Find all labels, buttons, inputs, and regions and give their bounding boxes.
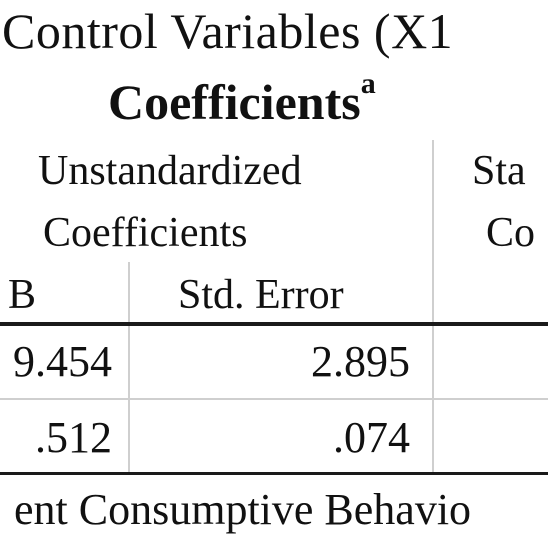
footnote-text: ent Consumptive Behavio (14, 485, 472, 534)
column-header-b: B (8, 272, 37, 318)
table-title-superscript: a (360, 67, 376, 100)
table-title-text: Coefficients (108, 74, 361, 130)
column-header-std-error: Std. Error (178, 272, 344, 318)
table-bottom-rule (0, 472, 548, 475)
table-cell-b-row2: .512 (35, 413, 112, 462)
table-cell-std-error-row2: .074 (333, 413, 410, 462)
grid-line-vertical (432, 140, 434, 324)
group-header-standardized-line1: Sta (472, 148, 526, 194)
table-title: Coefficientsa (108, 69, 376, 130)
group-header-unstandardized-line2: Coefficients (43, 210, 248, 256)
group-header-unstandardized-line1: Unstandardized (38, 148, 302, 194)
grid-line-vertical (128, 262, 130, 324)
group-header-standardized-line2: Co (486, 210, 536, 256)
row-divider (0, 398, 548, 400)
table-cell-std-error-row1: 2.895 (311, 337, 410, 386)
header-rule (0, 322, 548, 326)
title-line: Control Variables (X1 (2, 3, 454, 59)
table-cell-b-row1: 9.454 (13, 337, 112, 386)
